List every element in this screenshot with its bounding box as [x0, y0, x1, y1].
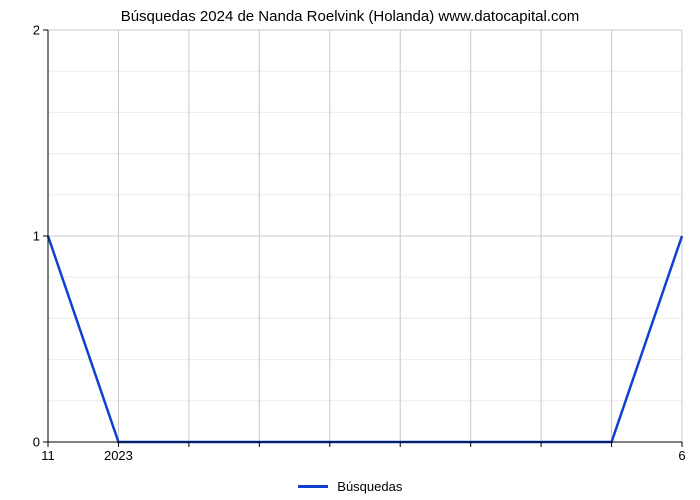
x-tick-label: 11 [41, 442, 55, 463]
x-tick-label: 2023 [104, 442, 133, 463]
y-tick-label: 1 [33, 229, 48, 244]
y-tick-label: 2 [33, 23, 48, 38]
chart-title: Búsquedas 2024 de Nanda Roelvink (Holand… [0, 8, 700, 25]
legend-line-swatch [298, 485, 328, 488]
chart-area: 012 1120236 [48, 30, 682, 442]
legend: Búsquedas [0, 478, 700, 494]
legend-label: Búsquedas [337, 479, 402, 494]
x-tick-label: 6 [678, 442, 685, 463]
chart-plot [48, 30, 682, 442]
